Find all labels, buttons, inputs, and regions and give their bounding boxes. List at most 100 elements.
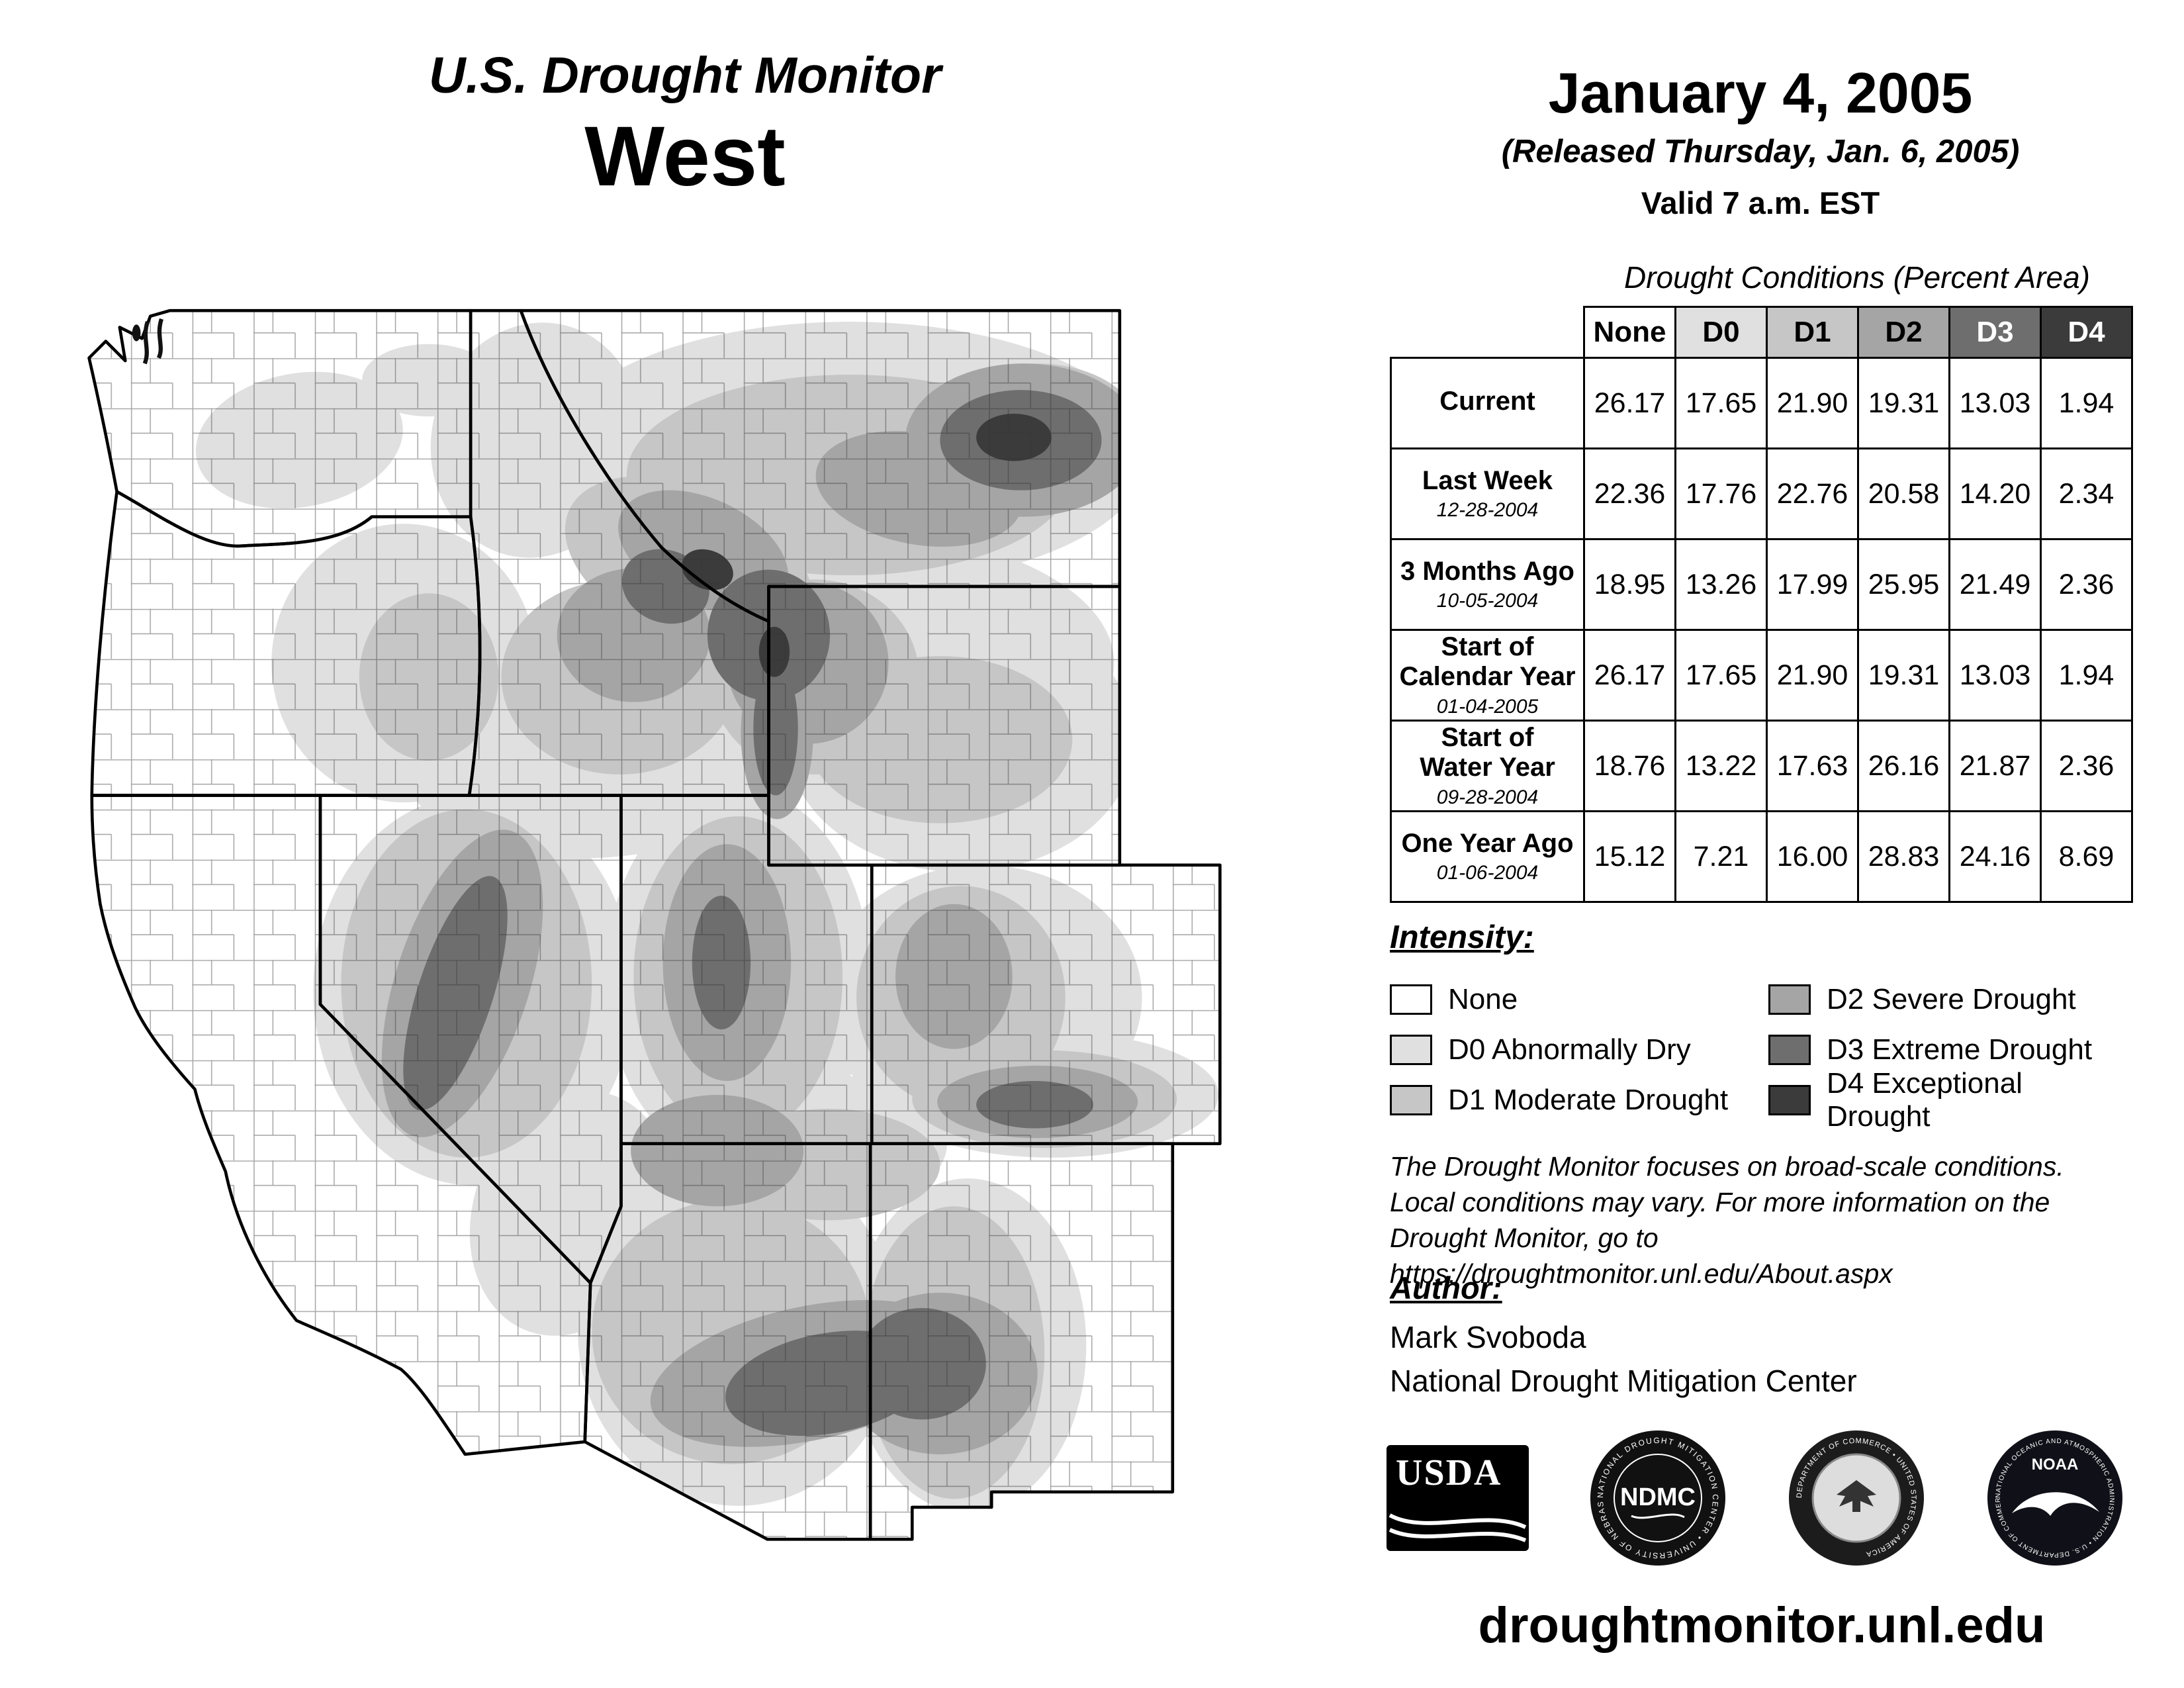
puget-sound-detail: [132, 318, 164, 365]
legend-label: D4 Exceptional Drought: [1827, 1067, 2023, 1133]
disclaimer-line: The Drought Monitor focuses on broad-sca…: [1390, 1151, 2064, 1182]
cell-value: 22.76: [1766, 447, 1859, 540]
cell-value: 17.99: [1766, 538, 1859, 631]
row-label: Last Week: [1422, 465, 1553, 495]
col-header-d3: D3: [1948, 306, 2042, 359]
agency-logos: USDA NATIONAL DROUGHT MITIGATION CENTER …: [1387, 1429, 2124, 1568]
row-date: 10-05-2004: [1436, 590, 1539, 612]
report-titles: U.S. Drought Monitor West: [278, 46, 1092, 205]
row-label: Current: [1439, 386, 1535, 416]
legend-label: D0 Abnormally Dry: [1448, 1033, 1691, 1066]
legend-item-d2: D2 Severe Drought: [1768, 983, 2134, 1016]
col-header-none: None: [1583, 306, 1676, 359]
noaa-logo-text: NOAA: [2032, 1456, 2079, 1474]
report-title: U.S. Drought Monitor: [428, 47, 942, 104]
cell-value: 18.95: [1583, 538, 1676, 631]
cell-value: 24.16: [1948, 810, 2042, 903]
cell-value: 1.94: [2040, 629, 2133, 722]
col-header-d0: D0: [1674, 306, 1768, 359]
drought-map-svg: [69, 308, 1267, 1562]
conditions-section: Drought Conditions (Percent Area) None D…: [1390, 259, 2134, 903]
legend-swatch-none: [1390, 984, 1432, 1015]
col-header-d1: D1: [1766, 306, 1859, 359]
cell-value: 25.95: [1857, 538, 1950, 631]
cell-value: 8.69: [2040, 810, 2133, 903]
table-corner-cell: [1390, 306, 1584, 358]
col-header-d2: D2: [1857, 306, 1950, 359]
cell-value: 13.03: [1948, 357, 2042, 449]
cell-value: 13.03: [1948, 629, 2042, 722]
drought-conditions-table: None D0 D1 D2 D3 D4 Current 26.17 17.65 …: [1390, 306, 2133, 903]
cell-value: 2.36: [2040, 720, 2133, 812]
legend-swatch-d1: [1390, 1085, 1432, 1115]
row-date: 12-28-2004: [1436, 499, 1539, 522]
table-row: Current 26.17 17.65 21.90 19.31 13.03 1.…: [1390, 357, 2133, 449]
col-header-d4: D4: [2040, 306, 2133, 359]
release-date: (Released Thursday, Jan. 6, 2005): [1501, 134, 2020, 169]
usda-logo-text: USDA: [1396, 1452, 1502, 1493]
row-date: 01-04-2005: [1436, 695, 1539, 718]
cell-value: 28.83: [1857, 810, 1950, 903]
cell-value: 19.31: [1857, 357, 1950, 449]
row-label: 3 Months Ago: [1400, 556, 1574, 586]
ndmc-logo: NATIONAL DROUGHT MITIGATION CENTER • UNI…: [1588, 1429, 1725, 1566]
report-date: January 4, 2005: [1548, 62, 1973, 125]
table-row: Last Week 12-28-2004 22.36 17.76 22.76 20…: [1390, 447, 2133, 540]
legend-item-d3: D3 Extreme Drought: [1768, 1033, 2134, 1066]
date-block: January 4, 2005 (Released Thursday, Jan.…: [1416, 61, 2105, 221]
legend-label: None: [1448, 983, 1518, 1015]
cell-value: 26.16: [1857, 720, 1950, 812]
footer-url: droughtmonitor.unl.edu: [1478, 1597, 2046, 1654]
cell-value: 7.21: [1674, 810, 1768, 903]
cell-value: 18.76: [1583, 720, 1676, 812]
legend-item-d4: D4 Exceptional Drought: [1768, 1067, 2134, 1133]
cell-value: 16.00: [1766, 810, 1859, 903]
county-lines-texture: [89, 310, 1220, 1540]
drought-map: [69, 308, 1267, 1565]
row-date: 01-06-2004: [1436, 862, 1539, 884]
cell-value: 21.87: [1948, 720, 2042, 812]
author-section: Author: Mark Svoboda National Drought Mi…: [1390, 1270, 2134, 1399]
intensity-legend: Intensity: None D0 Abnormally Dry D1 Mod…: [1390, 919, 2134, 1133]
cell-value: 21.90: [1766, 629, 1859, 722]
cell-value: 14.20: [1948, 447, 2042, 540]
dept-of-commerce-logo: DEPARTMENT OF COMMERCE • UNITED STATES O…: [1789, 1430, 1924, 1566]
author-name: Mark Svoboda: [1390, 1320, 1586, 1354]
table-caption: Drought Conditions (Percent Area): [1624, 260, 2090, 295]
table-row: Start of Water Year 09-28-2004 18.76 13.2…: [1390, 720, 2133, 812]
region-title: West: [584, 109, 786, 204]
cell-value: 26.17: [1583, 357, 1676, 449]
legend-label: D1 Moderate Drought: [1448, 1084, 1729, 1116]
cell-value: 2.36: [2040, 538, 2133, 631]
cell-value: 20.58: [1857, 447, 1950, 540]
cell-value: 21.49: [1948, 538, 2042, 631]
legend-swatch-d4: [1768, 1085, 1811, 1115]
author-org: National Drought Mitigation Center: [1390, 1364, 1857, 1398]
usda-logo: USDA: [1387, 1445, 1529, 1551]
cell-value: 22.36: [1583, 447, 1676, 540]
usda-waves-icon: [1388, 1513, 1527, 1542]
cell-value: 1.94: [2040, 357, 2133, 449]
legend-swatch-d0: [1390, 1035, 1432, 1065]
legend-item-d0: D0 Abnormally Dry: [1390, 1033, 1768, 1066]
author-heading: Author:: [1390, 1270, 1502, 1305]
legend-label: D2 Severe Drought: [1827, 983, 2076, 1015]
row-label: One Year Ago: [1401, 828, 1574, 858]
cell-value: 13.22: [1674, 720, 1768, 812]
cell-value: 19.31: [1857, 629, 1950, 722]
seagull-icon: [2012, 1492, 2099, 1516]
legend-swatch-d3: [1768, 1035, 1811, 1065]
table-row: Start of Calendar Year 01-04-2005 26.17 1…: [1390, 629, 2133, 722]
cell-value: 21.90: [1766, 357, 1859, 449]
cell-value: 17.63: [1766, 720, 1859, 812]
legend-item-d1: D1 Moderate Drought: [1390, 1084, 1768, 1117]
disclaimer-line: Local conditions may vary. For more info…: [1390, 1187, 2050, 1218]
table-row: 3 Months Ago 10-05-2004 18.95 13.26 17.99…: [1390, 538, 2133, 631]
table-row: One Year Ago 01-06-2004 15.12 7.21 16.00 …: [1390, 810, 2133, 903]
row-label: Start of Water Year: [1420, 723, 1555, 782]
ndmc-logo-text: NDMC: [1620, 1483, 1696, 1511]
legend-swatch-d2: [1768, 984, 1811, 1015]
cell-value: 15.12: [1583, 810, 1676, 903]
cell-value: 26.17: [1583, 629, 1676, 722]
disclaimer-line-url: Drought Monitor, go to https://droughtmo…: [1390, 1223, 1893, 1289]
